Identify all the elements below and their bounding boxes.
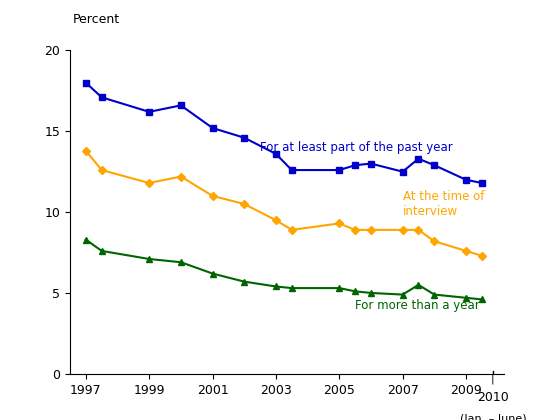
Text: 2010: 2010 xyxy=(477,391,509,404)
Text: |: | xyxy=(491,374,494,384)
Text: (Jan. – June): (Jan. – June) xyxy=(460,414,526,420)
Text: For more than a year: For more than a year xyxy=(355,299,480,312)
Text: For at least part of the past year: For at least part of the past year xyxy=(260,141,453,154)
Text: At the time of
interview: At the time of interview xyxy=(403,190,484,218)
Text: Percent: Percent xyxy=(73,13,120,26)
